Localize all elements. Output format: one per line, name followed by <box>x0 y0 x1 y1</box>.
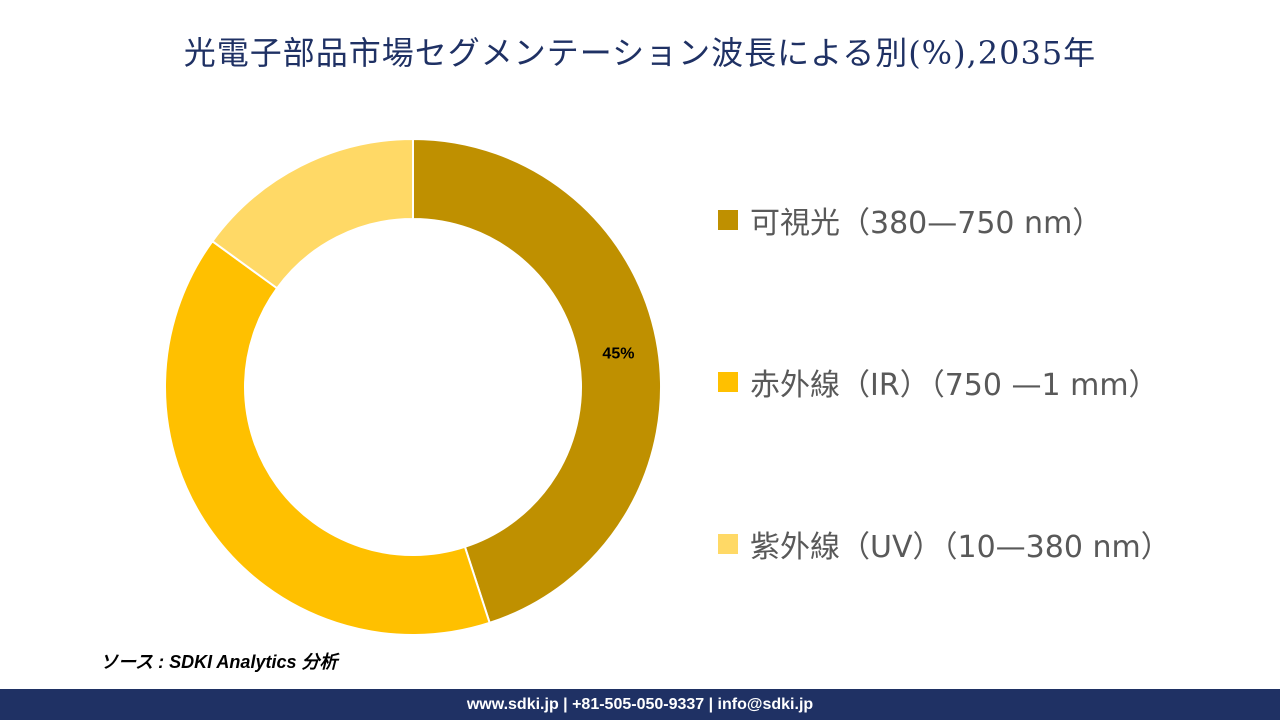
data-label-visible-light: 45% <box>602 346 634 363</box>
source-note: ソース : SDKI Analytics 分析 <box>100 652 338 672</box>
legend-item-ultraviolet: 紫外線（UV）（10—380 nm） <box>718 522 1171 566</box>
legend-item-visible-light: 可視光（380—750 nm） <box>718 198 1102 242</box>
donut-slice-infrared <box>164 239 491 636</box>
legend-swatch <box>718 210 738 230</box>
donut-slice-visible-light <box>412 137 662 625</box>
legend-label: 赤外線（IR）（750 —1 mm） <box>750 368 1159 403</box>
donut-slice-ultraviolet <box>210 137 414 290</box>
donut-chart: 45% <box>164 137 662 636</box>
legend-swatch <box>718 534 738 554</box>
legend-swatch <box>718 372 738 392</box>
legend-label: 紫外線（UV）（10—380 nm） <box>750 530 1171 565</box>
chart-legend: 可視光（380—750 nm） 赤外線（IR）（750 —1 mm） 紫外線（U… <box>718 0 1278 720</box>
footer-contact-bar: www.sdki.jp | +81-505-050-9337 | info@sd… <box>0 689 1280 720</box>
legend-label: 可視光（380—750 nm） <box>750 206 1103 241</box>
legend-item-infrared: 赤外線（IR）（750 —1 mm） <box>718 360 1159 404</box>
chart-title: 光電子部品市場セグメンテーション波長による別(%),2035年 <box>183 34 1097 72</box>
